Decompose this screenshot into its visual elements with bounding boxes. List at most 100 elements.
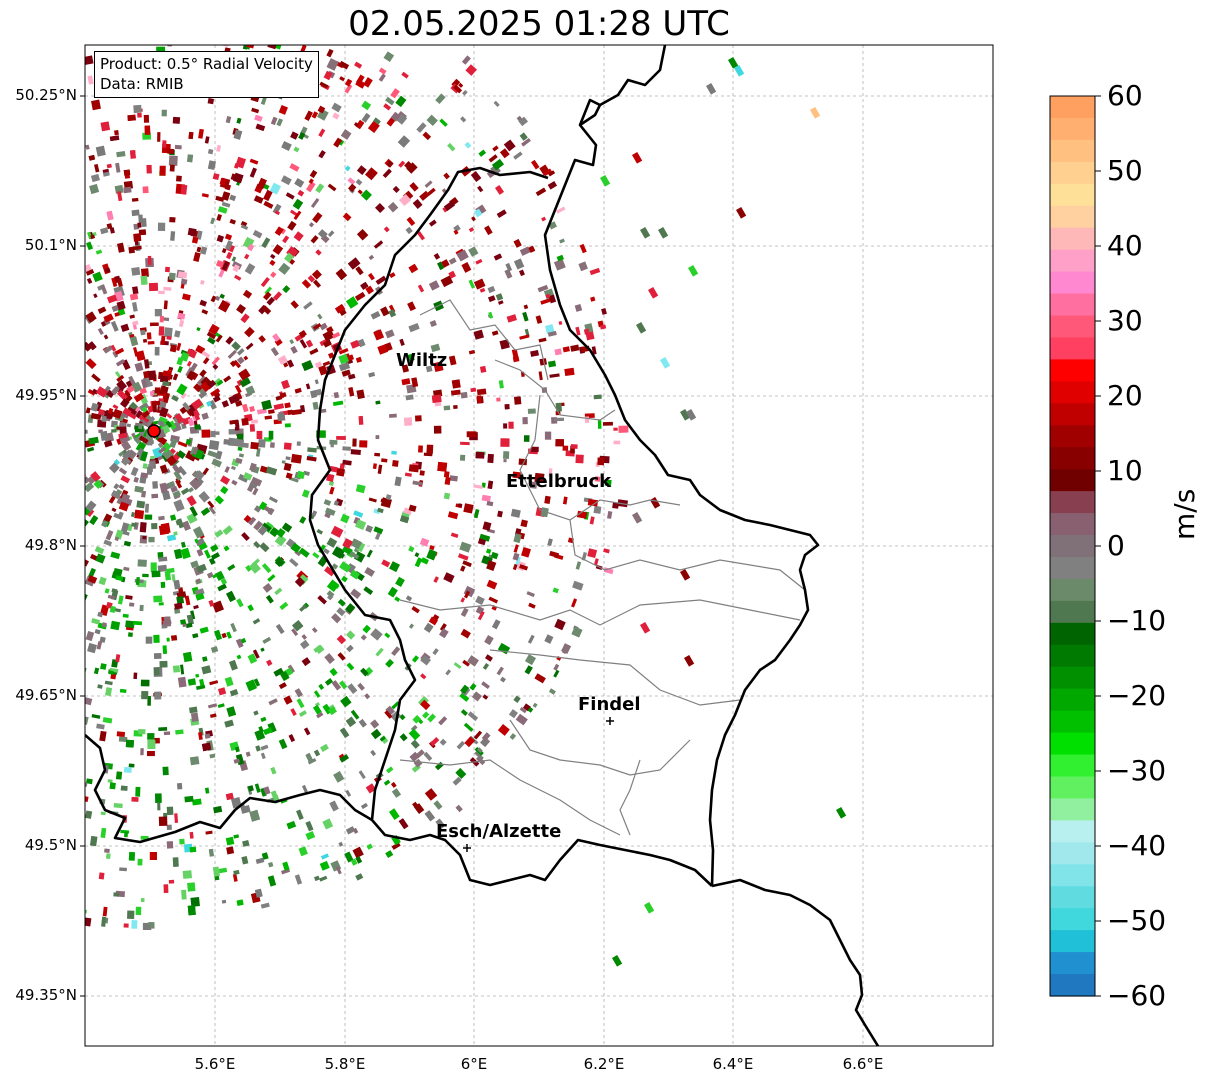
echo-cell [339,561,352,573]
echo-cell [453,229,459,235]
echo-cell [300,404,306,413]
echo-cell [176,357,184,366]
echo-cell [123,566,130,572]
echo-cell [495,185,505,195]
echo-cell [118,483,125,490]
echo-cell [194,538,199,544]
echo-cell [293,210,302,221]
echo-cell [171,394,179,402]
echo-cell [233,172,244,184]
echo-cell [116,151,126,158]
echo-cell [160,581,166,588]
echo-cell [100,284,108,295]
colorbar-band [1050,798,1095,821]
echo-cell [658,227,669,239]
echo-cell [225,336,234,345]
colorbar-band [1050,271,1095,295]
echo-cell [222,260,230,271]
colorbar-tick-label: 60 [1107,79,1143,112]
echo-cell [459,541,472,553]
echo-cell [284,402,291,409]
echo-cell [195,537,206,547]
echo-cell [396,113,408,125]
echo-cell [163,731,171,736]
echo-cell [94,546,105,555]
echo-cell [497,300,504,305]
echo-cell [405,394,414,401]
echo-cell [239,377,251,388]
echo-cell [296,698,305,709]
echo-cell [95,145,106,157]
echo-cell [110,344,117,352]
echo-cell [383,226,390,233]
colorbar-tick-label: 0 [1107,529,1125,562]
echo-cell [613,427,618,431]
echo-cell [548,468,553,477]
echo-cell [85,481,95,493]
canton-borders [399,299,806,836]
echo-cell [350,538,363,550]
echo-cell [294,688,303,698]
echo-cell [225,240,233,251]
echo-cell [122,407,132,417]
echo-cell [318,683,325,691]
echo-cell [413,758,423,768]
echo-cell [427,187,436,196]
echo-cell [144,503,150,513]
echo-cell [490,164,501,176]
echo-cell [90,173,100,183]
echo-cell [684,655,695,667]
echo-cell [419,190,430,201]
echo-cell [135,576,140,586]
echo-cell [262,583,273,593]
echo-cell [137,559,147,567]
echo-cell [424,180,433,188]
echo-cell [399,338,405,346]
echo-cell [488,295,496,302]
echo-cell [453,662,462,669]
echo-cell [319,860,330,871]
echo-cell [234,746,240,753]
echo-cell [114,130,119,136]
echo-cell [97,611,104,618]
echo-cell [547,538,553,547]
echo-cell [290,131,299,140]
echo-cell [201,412,209,420]
echo-cell [372,463,377,470]
echo-cell [407,301,416,312]
echo-cell [212,866,220,877]
echo-cell [329,667,338,677]
echo-cell [95,249,103,255]
echo-cell [229,194,237,202]
echo-cell [554,417,565,422]
echo-cell [437,461,448,472]
echo-cell [463,503,474,514]
echo-cell [387,586,398,598]
echo-cell [212,363,219,370]
echo-cell [85,593,88,605]
echo-cell [587,548,598,559]
echo-cell [210,388,221,397]
colorbar-band [1050,447,1095,470]
echo-cell [299,604,308,612]
echo-cell [253,710,259,716]
echo-cell [385,766,394,774]
echo-cell [314,702,320,707]
echo-cell [453,84,463,94]
echo-cell [394,596,401,602]
echo-cell [411,655,420,663]
echo-cell [134,362,144,372]
echo-cell [254,114,263,122]
echo-cell [172,490,182,498]
echo-cell [375,435,380,440]
echo-cell [189,477,202,491]
colorbar-band [1050,359,1095,382]
echo-cell [215,334,223,343]
echo-cell [607,511,613,519]
echo-cell [168,420,177,430]
echo-cell [412,480,423,486]
echo-cell [332,112,340,120]
echo-cell [166,335,172,340]
echo-cell [118,736,128,743]
echo-cell [258,439,266,448]
